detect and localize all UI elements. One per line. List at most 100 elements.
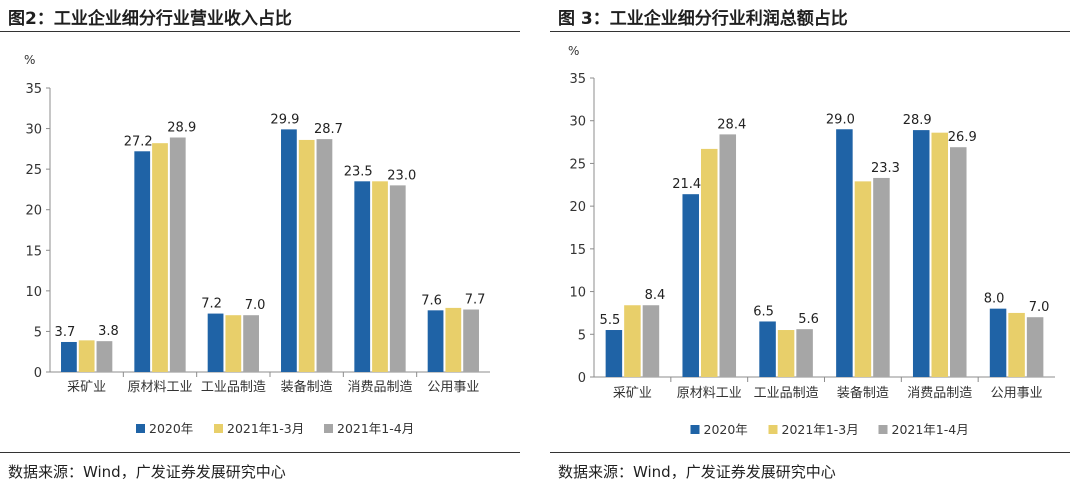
y-tick-label: 10 bbox=[569, 286, 586, 301]
y-tick-label: 10 bbox=[25, 285, 42, 300]
bar-2020年 bbox=[134, 151, 151, 372]
profit-share-chart: % 0 5 10 15 20 25 30 35 采矿业 原材料工业 工业品制造 装备制造 消费品制造 公用事… bbox=[568, 44, 1055, 437]
data-label: 7.6 bbox=[421, 293, 442, 308]
x-category-label: 装备制造 bbox=[281, 379, 333, 395]
revenue-share-chart: % 0 5 10 15 20 25 30 35 采矿业 原材料工业 工业品制造 装备制造 消费品制造 公用事… bbox=[24, 53, 490, 436]
source-divider bbox=[550, 452, 1070, 453]
legend-label: 2020年 bbox=[704, 422, 748, 437]
bar-2021年1-3月 bbox=[372, 181, 388, 372]
bar-2021年1-4月 bbox=[96, 341, 113, 372]
y-tick-label: 5 bbox=[34, 325, 42, 340]
bar-2021年1-4月 bbox=[169, 137, 186, 372]
legend-swatch-2021年1-4月 bbox=[324, 424, 333, 433]
data-label: 7.2 bbox=[201, 297, 222, 312]
bar-2021年1-4月 bbox=[389, 185, 406, 372]
bar-2020年 bbox=[682, 194, 699, 377]
data-label: 5.5 bbox=[600, 313, 621, 328]
legend-label: 2020年 bbox=[149, 421, 193, 436]
y-tick-label: 20 bbox=[25, 204, 42, 219]
bar-2021年1-3月 bbox=[1008, 312, 1025, 377]
y-tick-label: 15 bbox=[569, 243, 586, 258]
legend-swatch-2020年 bbox=[136, 424, 145, 433]
y-axis-unit-label: % bbox=[568, 44, 579, 58]
bar-2020年 bbox=[207, 313, 224, 372]
chart-title: 图2：工业企业细分行业营业收入占比 bbox=[8, 9, 292, 29]
y-tick-label: 35 bbox=[569, 72, 586, 87]
data-label: 28.7 bbox=[314, 122, 343, 137]
bar-2021年1-4月 bbox=[642, 305, 660, 377]
bar-2021年1-3月 bbox=[700, 148, 718, 377]
bar-2020年 bbox=[836, 129, 853, 377]
bar-2021年1-3月 bbox=[777, 330, 795, 377]
x-category-label: 消费品制造 bbox=[907, 386, 972, 401]
bar-2021年1-4月 bbox=[719, 134, 737, 377]
data-label: 28.9 bbox=[167, 120, 196, 135]
bar-2020年 bbox=[759, 321, 776, 377]
bar-2021年1-3月 bbox=[624, 305, 641, 377]
y-tick-label: 25 bbox=[25, 163, 42, 178]
legend-swatch-2021年1-4月 bbox=[878, 425, 888, 434]
data-label: 23.5 bbox=[344, 164, 373, 179]
data-label: 7.0 bbox=[1029, 300, 1050, 315]
data-label: 29.0 bbox=[826, 112, 855, 127]
bar-2021年1-4月 bbox=[316, 139, 333, 372]
bar-2021年1-3月 bbox=[445, 307, 462, 372]
bar-2021年1-3月 bbox=[225, 315, 242, 372]
bar-2021年1-3月 bbox=[931, 132, 949, 377]
x-category-label: 公用事业 bbox=[991, 386, 1043, 401]
bar-2021年1-3月 bbox=[78, 340, 95, 372]
x-category-label: 消费品制造 bbox=[347, 380, 412, 395]
data-label: 5.6 bbox=[798, 312, 819, 327]
bar-2021年1-3月 bbox=[854, 181, 872, 377]
profit-share-chart-panel: 图 3：工业企业细分行业利润总额占比 % 0 5 10 15 20 25 30 35 采矿业 原材料… bbox=[550, 0, 1080, 489]
data-label: 29.9 bbox=[270, 112, 299, 127]
x-category-label: 采矿业 bbox=[613, 386, 652, 401]
y-tick-label: 15 bbox=[25, 244, 42, 259]
source-divider bbox=[0, 452, 520, 453]
bar-2020年 bbox=[354, 181, 371, 372]
x-category-label: 原材料工业 bbox=[677, 386, 742, 401]
bar-2021年1-4月 bbox=[463, 309, 479, 372]
bar-2020年 bbox=[427, 310, 444, 372]
data-label: 21.4 bbox=[672, 177, 701, 192]
revenue-share-chart-panel: 图2：工业企业细分行业营业收入占比 % 0 5 10 15 20 25 30 35 采矿业 原材料工… bbox=[0, 0, 530, 489]
bar-2020年 bbox=[61, 341, 77, 372]
bar-2021年1-3月 bbox=[152, 143, 168, 372]
source-note: 数据来源：Wind，广发证券发展研究中心 bbox=[558, 463, 836, 481]
data-label: 3.8 bbox=[98, 324, 119, 339]
x-category-label: 工业品制造 bbox=[201, 380, 266, 395]
x-category-label: 装备制造 bbox=[837, 385, 889, 401]
bar-2021年1-4月 bbox=[1026, 317, 1044, 377]
data-label: 26.9 bbox=[948, 130, 977, 145]
bar-2021年1-3月 bbox=[298, 139, 315, 372]
data-label: 7.7 bbox=[465, 293, 486, 308]
bar-2021年1-4月 bbox=[243, 315, 259, 372]
legend-swatch-2021年1-3月 bbox=[214, 424, 223, 433]
y-tick-label: 25 bbox=[569, 157, 586, 172]
data-label: 27.2 bbox=[124, 134, 153, 149]
legend-swatch-2021年1-3月 bbox=[768, 425, 778, 434]
data-label: 23.0 bbox=[387, 168, 416, 183]
legend-label: 2021年1-3月 bbox=[782, 422, 859, 437]
x-category-label: 原材料工业 bbox=[127, 380, 192, 395]
chart-title: 图 3：工业企业细分行业利润总额占比 bbox=[558, 9, 848, 29]
x-category-label: 工业品制造 bbox=[754, 386, 819, 401]
source-note: 数据来源：Wind，广发证券发展研究中心 bbox=[8, 463, 286, 481]
y-tick-label: 35 bbox=[25, 82, 42, 97]
data-label: 7.0 bbox=[245, 298, 266, 313]
bar-2020年 bbox=[605, 330, 623, 377]
legend-swatch-2020年 bbox=[690, 425, 700, 434]
data-label: 6.5 bbox=[753, 304, 774, 319]
data-label: 23.3 bbox=[871, 161, 900, 176]
data-label: 3.7 bbox=[55, 325, 76, 340]
y-tick-label: 0 bbox=[578, 371, 586, 386]
legend-label: 2021年1-4月 bbox=[337, 421, 414, 436]
title-divider bbox=[550, 31, 1070, 32]
bar-2021年1-4月 bbox=[873, 177, 890, 377]
title-divider bbox=[0, 31, 520, 32]
y-tick-label: 0 bbox=[34, 366, 42, 381]
legend-label: 2021年1-3月 bbox=[227, 421, 304, 436]
legend-label: 2021年1-4月 bbox=[892, 422, 969, 437]
y-tick-label: 30 bbox=[569, 115, 586, 130]
bar-2021年1-4月 bbox=[950, 147, 967, 377]
